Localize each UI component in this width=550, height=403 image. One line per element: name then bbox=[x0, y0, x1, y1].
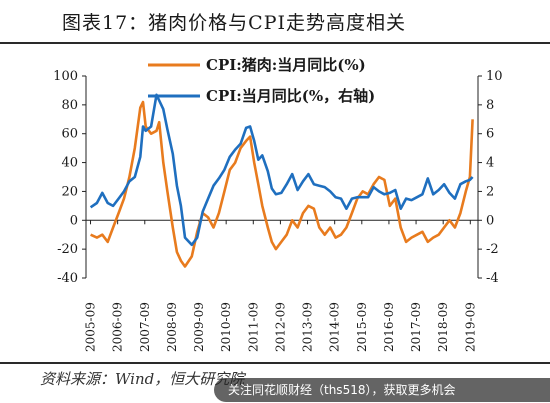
right-tick-label: 8 bbox=[486, 98, 494, 113]
left-tick-label: 20 bbox=[61, 184, 78, 199]
left-tick-label: 0 bbox=[70, 213, 78, 228]
x-tick-label: 2016-09 bbox=[382, 302, 396, 352]
left-tick-label: 40 bbox=[61, 156, 78, 171]
right-tick-label: 4 bbox=[486, 156, 494, 171]
left-tick-label: -40 bbox=[57, 271, 78, 286]
right-tick-label: -4 bbox=[486, 271, 499, 286]
x-tick-label: 2010-09 bbox=[219, 302, 233, 352]
right-tick-label: 6 bbox=[486, 127, 494, 142]
x-tick-label: 2015-09 bbox=[355, 302, 369, 352]
x-tick-label: 2008-09 bbox=[165, 302, 179, 352]
right-tick-label: 10 bbox=[486, 69, 503, 84]
x-tick-label: 2019-09 bbox=[463, 302, 477, 352]
x-tick-label: 2007-09 bbox=[138, 302, 152, 352]
watermark-banner: 关注同花顺财经（ths518），获取更多机会 bbox=[214, 378, 550, 402]
footer-rule bbox=[0, 362, 550, 364]
left-tick-label: 100 bbox=[53, 69, 78, 84]
chart-title: 图表17：猪肉价格与CPI走势高度相关 bbox=[62, 12, 407, 34]
x-tick-label: 2009-09 bbox=[192, 302, 206, 352]
right-tick-label: -2 bbox=[486, 242, 499, 257]
x-tick-label: 2012-09 bbox=[273, 302, 287, 352]
x-tick-label: 2006-09 bbox=[111, 302, 125, 352]
x-tick-label: 2013-09 bbox=[301, 302, 315, 352]
source-note: 资料来源：Wind，恒大研究院 bbox=[40, 370, 245, 388]
title-rule bbox=[0, 42, 550, 44]
watermark-text: 关注同花顺财经（ths518），获取更多机会 bbox=[228, 383, 456, 397]
pork-cpi-line bbox=[90, 100, 474, 268]
legend-label: CPI:猪肉:当月同比(%) bbox=[206, 56, 366, 74]
x-tick-label: 2017-09 bbox=[409, 302, 423, 352]
x-tick-label: 2011-09 bbox=[246, 302, 260, 352]
x-tick-label: 2018-09 bbox=[436, 302, 450, 352]
right-tick-label: 0 bbox=[486, 213, 494, 228]
x-tick-label: 2014-09 bbox=[328, 302, 342, 352]
left-tick-label: -20 bbox=[57, 242, 78, 257]
left-tick-label: 60 bbox=[61, 127, 78, 142]
cpi-line bbox=[89, 93, 474, 247]
legend-label: CPI:当月同比(%，右轴) bbox=[206, 87, 375, 105]
left-tick-label: 80 bbox=[61, 98, 78, 113]
right-tick-label: 2 bbox=[486, 184, 494, 199]
x-tick-label: 2005-09 bbox=[84, 302, 98, 352]
